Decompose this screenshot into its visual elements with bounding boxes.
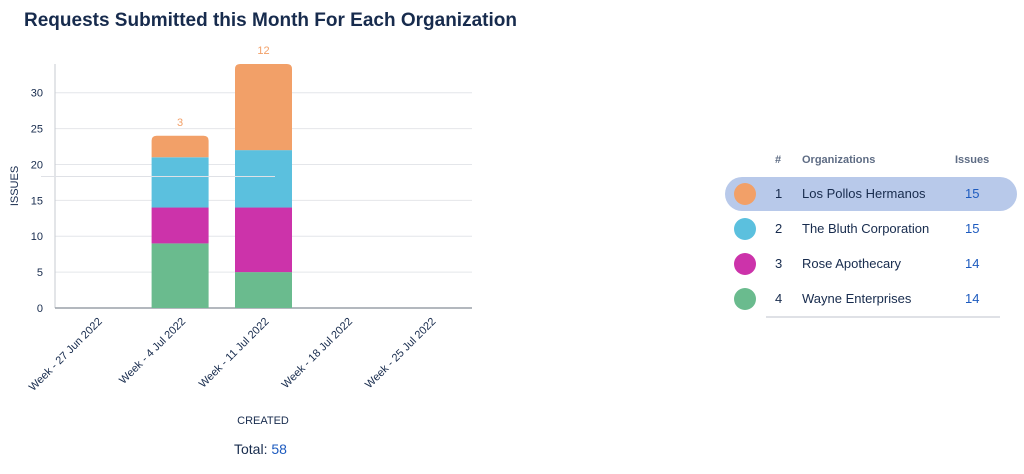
total-label: Total: bbox=[234, 441, 268, 457]
legend-row[interactable]: 1 Los Pollos Hermanos 15 bbox=[725, 176, 1017, 211]
total-value: 58 bbox=[271, 441, 287, 457]
y-tick-label: 10 bbox=[31, 231, 43, 243]
bar-segment bbox=[151, 243, 209, 308]
row-number: 3 bbox=[775, 256, 783, 271]
legend-row[interactable]: 4 Wayne Enterprises 14 bbox=[725, 281, 1017, 316]
row-number: 2 bbox=[775, 221, 783, 236]
row-highlight bbox=[725, 177, 1017, 211]
page-title: Requests Submitted this Month For Each O… bbox=[24, 10, 517, 31]
bar-segment bbox=[151, 157, 209, 208]
bar-data-label: 12 bbox=[257, 45, 269, 57]
organization-name: Rose Apothecary bbox=[802, 256, 902, 271]
series-color-swatch bbox=[734, 183, 756, 205]
bar-data-label: 3 bbox=[177, 117, 183, 129]
y-tick-label: 20 bbox=[31, 159, 43, 171]
bar-segment bbox=[151, 207, 209, 244]
y-axis-title: ISSUES bbox=[9, 166, 21, 206]
series-color-swatch bbox=[734, 288, 756, 310]
x-tick-label: Week - 4 Jul 2022 bbox=[117, 316, 188, 387]
organization-name: The Bluth Corporation bbox=[802, 221, 930, 236]
organizations-legend-table: # Organizations Issues 1 Los Pollos Herm… bbox=[725, 150, 1017, 310]
legend-header: # Organizations Issues bbox=[725, 150, 1017, 174]
y-tick-label: 15 bbox=[31, 195, 43, 207]
series-color-swatch bbox=[734, 218, 756, 240]
legend-header-organizations: Organizations bbox=[802, 154, 876, 166]
x-tick-label: Week - 27 Jun 2022 bbox=[27, 316, 105, 394]
total-summary: Total: 58 bbox=[234, 441, 287, 457]
bar-segment bbox=[235, 207, 292, 273]
issue-count-link[interactable]: 14 bbox=[965, 291, 980, 306]
bar-segment bbox=[235, 150, 292, 208]
x-tick-label: Week - 11 Jul 2022 bbox=[197, 316, 272, 391]
row-number: 4 bbox=[775, 291, 783, 306]
y-tick-label: 30 bbox=[31, 88, 43, 100]
bar-segment bbox=[151, 135, 209, 158]
issue-count-link[interactable]: 15 bbox=[965, 186, 980, 201]
y-tick-label: 25 bbox=[31, 124, 43, 136]
x-axis-title: CREATED bbox=[237, 415, 289, 427]
legend-header-issues: Issues bbox=[955, 154, 990, 166]
x-tick-label: Week - 18 Jul 2022 bbox=[280, 316, 355, 391]
legend-header-divider bbox=[41, 176, 275, 177]
stacked-bar-chart: 0 5 10 15 20 25 30 ISSUES CREATED Week - 27 Jun 2… bbox=[9, 45, 472, 427]
x-tick-label: Week - 25 Jul 2022 bbox=[363, 316, 438, 391]
organization-name: Wayne Enterprises bbox=[802, 291, 912, 306]
bar-segment bbox=[235, 64, 292, 151]
legend-row[interactable]: 2 The Bluth Corporation 15 bbox=[725, 211, 1017, 246]
issue-count-link[interactable]: 15 bbox=[965, 221, 980, 236]
legend-header-number: # bbox=[775, 154, 782, 166]
y-tick-label: 5 bbox=[37, 267, 43, 279]
row-number: 1 bbox=[775, 186, 783, 201]
issue-count-link[interactable]: 14 bbox=[965, 256, 980, 271]
series-color-swatch bbox=[734, 253, 756, 275]
bar-segment bbox=[235, 272, 292, 308]
legend-bottom-divider bbox=[766, 316, 1000, 318]
organization-name: Los Pollos Hermanos bbox=[802, 186, 926, 201]
legend-row[interactable]: 3 Rose Apothecary 14 bbox=[725, 246, 1017, 281]
y-tick-label: 0 bbox=[37, 303, 43, 315]
